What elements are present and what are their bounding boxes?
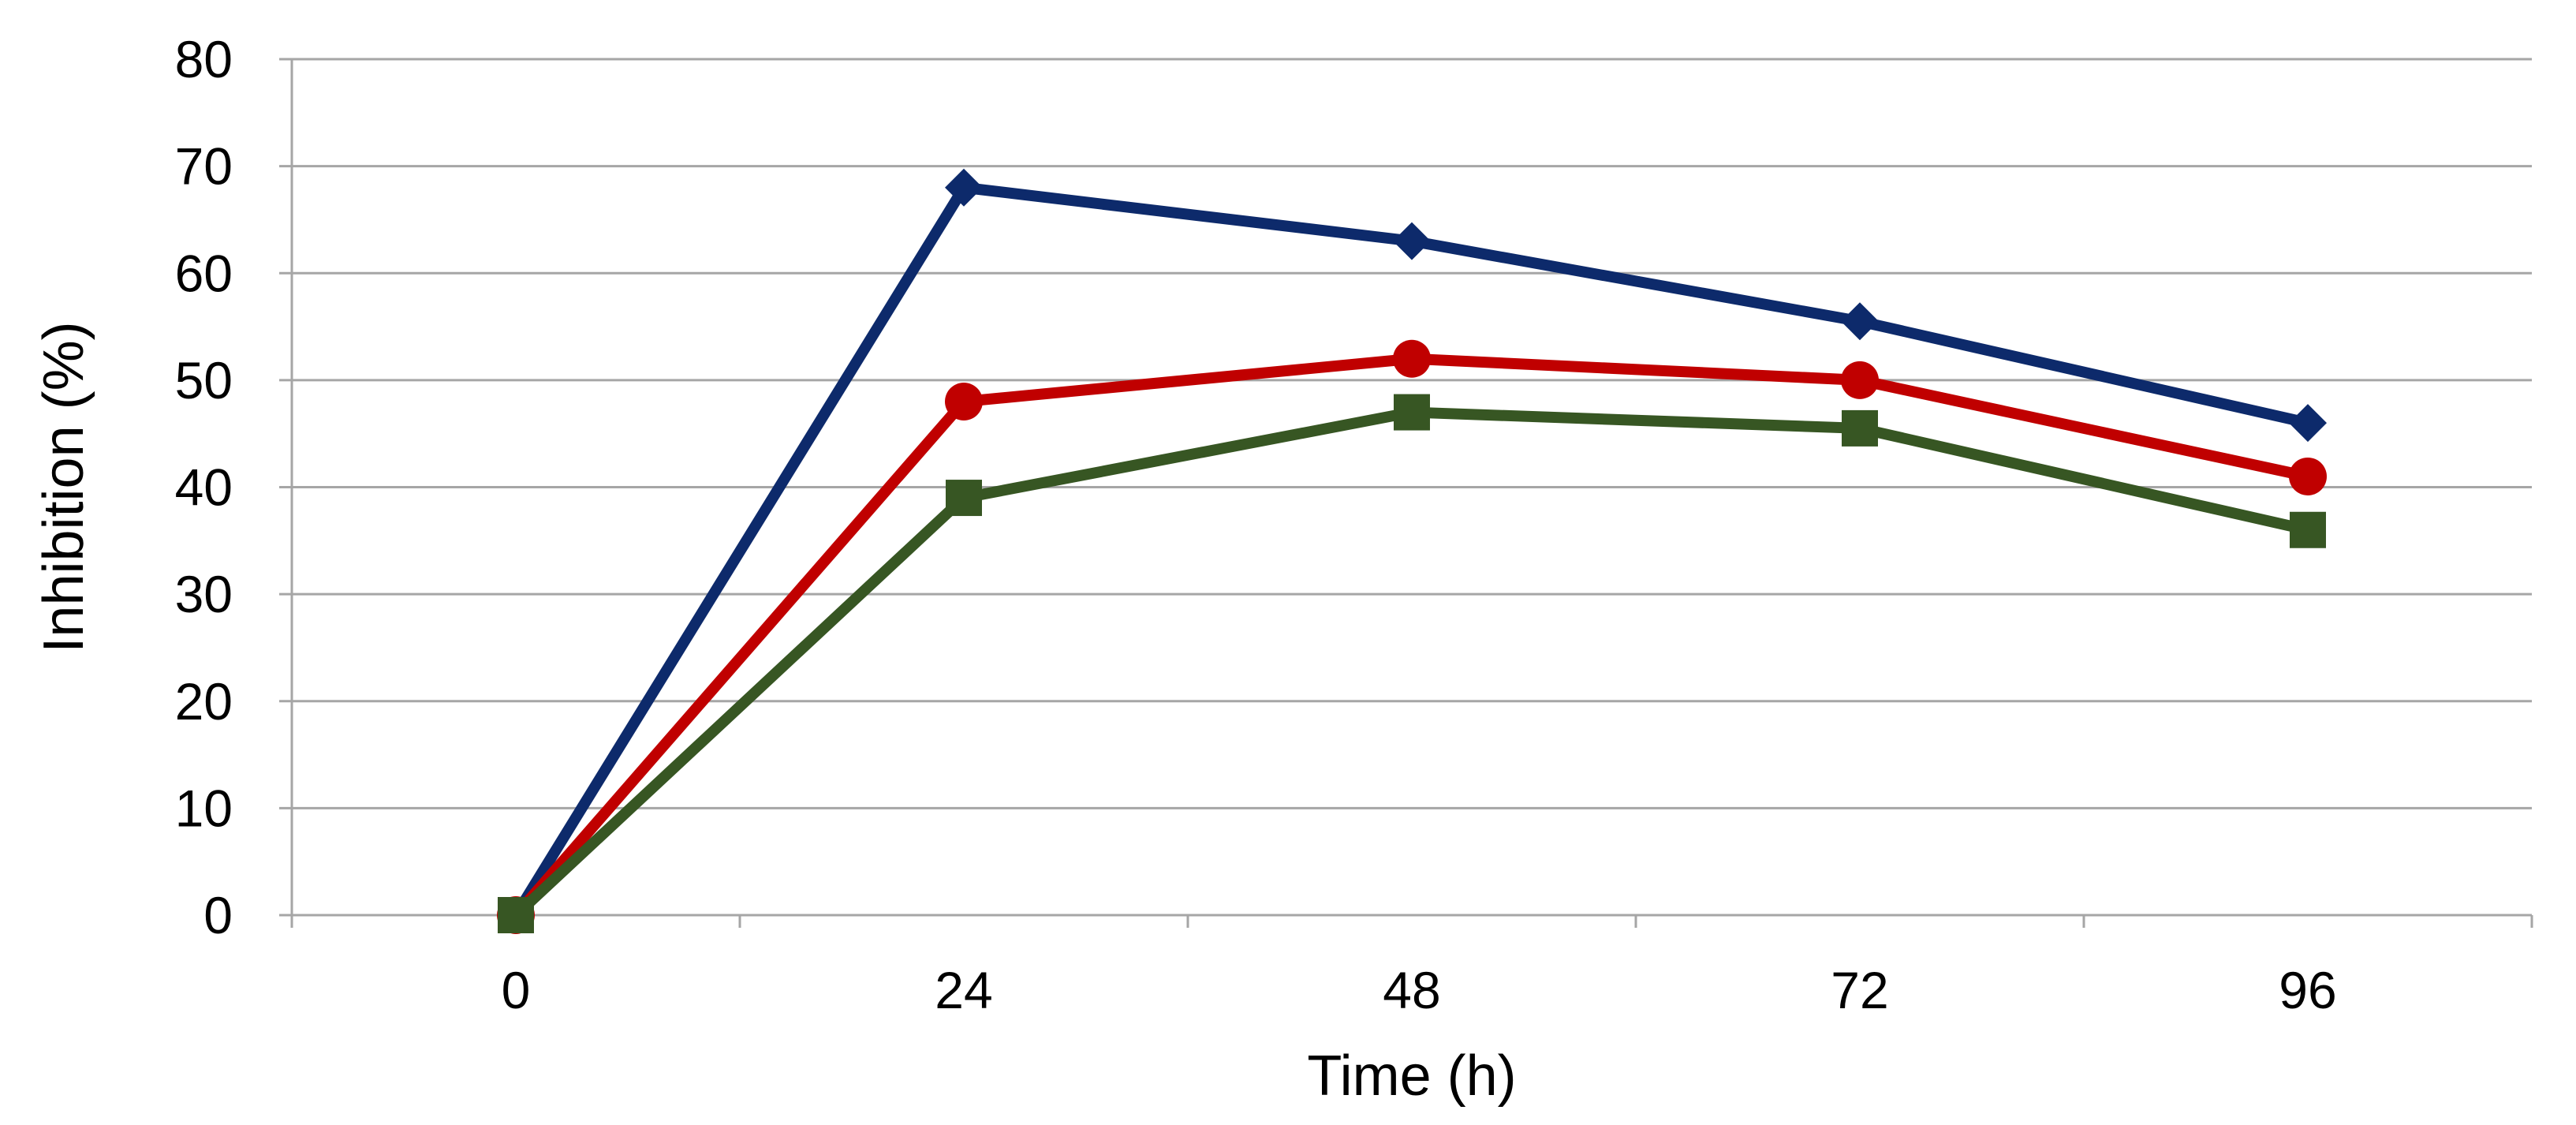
y-tick-label: 60 (175, 244, 233, 302)
data-point-square (2290, 511, 2326, 548)
y-tick-label: 30 (175, 565, 233, 623)
axes (279, 58, 2533, 928)
gridlines (292, 58, 2532, 809)
y-tick-label: 20 (175, 672, 233, 731)
x-tick-label: 24 (935, 961, 992, 1019)
data-point-circle (945, 383, 983, 420)
data-point-circle (2289, 457, 2327, 495)
y-tick-label: 70 (175, 137, 233, 196)
x-tick-label: 0 (502, 961, 531, 1019)
data-point-square (1394, 394, 1430, 431)
series-line-2 (510, 353, 2313, 921)
data-point-diamond (1393, 222, 1431, 260)
data-point-square (1842, 409, 1878, 447)
x-tick-label: 96 (2279, 961, 2336, 1019)
y-tick-label: 80 (175, 30, 233, 88)
x-tick-label: 48 (1383, 961, 1440, 1019)
data-point-diamond (945, 168, 983, 207)
x-tick-label: 72 (1831, 961, 1888, 1019)
data-point-square (946, 480, 982, 517)
data-point-diamond (1841, 302, 1879, 341)
x-axis-title: Time (h) (1307, 1045, 1516, 1108)
data-point-diamond (2289, 404, 2327, 443)
tick-labels: 0 10 20 30 40 50 60 70 80 0 24 48 72 96 (175, 30, 2337, 1019)
y-tick-label: 10 (175, 779, 233, 837)
y-tick-label: 40 (175, 458, 233, 517)
series-lines (510, 181, 2313, 921)
data-point-circle (1393, 339, 1431, 378)
y-axis-title: Inhibition (%) (32, 321, 95, 652)
data-point-square (498, 897, 534, 933)
data-point-circle (1841, 361, 1879, 399)
series-line-1 (510, 181, 2313, 921)
y-tick-label: 50 (175, 351, 233, 409)
series-markers (497, 168, 2327, 934)
y-tick-label: 0 (203, 886, 233, 944)
